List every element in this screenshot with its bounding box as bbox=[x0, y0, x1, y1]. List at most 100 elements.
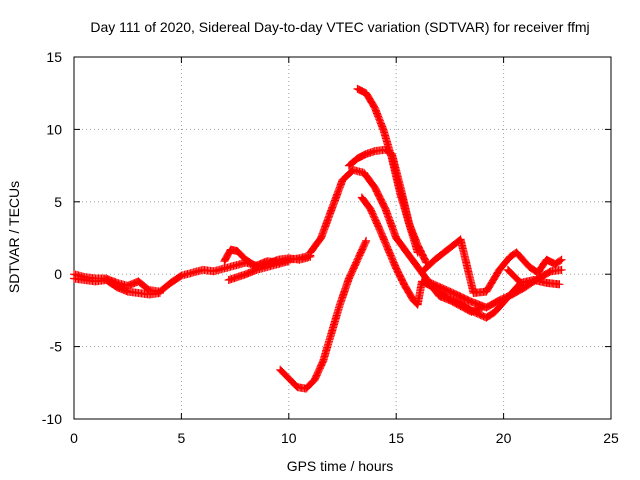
data-point bbox=[545, 259, 548, 261]
data-point bbox=[223, 260, 225, 262]
data-point bbox=[545, 282, 548, 284]
data-point bbox=[408, 222, 410, 225]
data-point bbox=[378, 227, 380, 229]
data-point bbox=[116, 286, 118, 288]
series-layer bbox=[70, 84, 566, 393]
data-point bbox=[421, 280, 423, 283]
data-point bbox=[447, 248, 449, 251]
data-point bbox=[309, 251, 311, 254]
data-point bbox=[438, 292, 440, 294]
data-point bbox=[528, 266, 530, 268]
data-point bbox=[356, 259, 359, 261]
data-point bbox=[533, 279, 535, 281]
data-point bbox=[84, 279, 86, 281]
data-point bbox=[116, 282, 118, 284]
plot-frame bbox=[73, 56, 612, 420]
data-point bbox=[361, 196, 363, 199]
data-point bbox=[180, 275, 182, 277]
data-point bbox=[127, 290, 129, 293]
data-point bbox=[412, 299, 414, 301]
data-point bbox=[485, 290, 488, 293]
data-point bbox=[73, 277, 75, 280]
data-point bbox=[348, 165, 350, 167]
data-point bbox=[460, 238, 462, 241]
data-point bbox=[387, 247, 389, 249]
data-point bbox=[348, 277, 350, 280]
y-tick-label: 10 bbox=[46, 121, 62, 137]
data-point bbox=[447, 296, 449, 298]
data-point bbox=[296, 386, 298, 388]
data-point bbox=[228, 279, 230, 281]
data-point bbox=[305, 387, 307, 390]
data-point bbox=[213, 270, 215, 272]
data-point bbox=[309, 256, 311, 258]
x-axis-ticks: 0 5 10 15 20 25 bbox=[70, 57, 619, 446]
data-point bbox=[234, 264, 236, 267]
data-point bbox=[391, 157, 393, 159]
chart-title: Day 111 of 2020, Sidereal Day-to-day VTE… bbox=[90, 19, 589, 35]
data-point bbox=[509, 256, 511, 258]
data-point bbox=[137, 292, 140, 294]
data-point bbox=[560, 259, 563, 261]
data-point bbox=[423, 269, 425, 271]
data-point bbox=[266, 266, 268, 268]
data-point bbox=[515, 251, 518, 254]
data-point bbox=[406, 251, 408, 254]
x-axis-label: GPS time / hours bbox=[287, 458, 394, 474]
data-point bbox=[558, 283, 561, 285]
series-track-dip bbox=[276, 236, 371, 393]
data-point bbox=[365, 92, 367, 94]
data-point bbox=[369, 208, 372, 210]
data-point bbox=[170, 282, 172, 284]
data-point bbox=[236, 276, 238, 278]
data-point bbox=[365, 153, 367, 155]
data-point bbox=[374, 107, 376, 109]
data-point bbox=[485, 306, 488, 309]
data-point bbox=[277, 263, 279, 265]
data-point bbox=[363, 172, 365, 174]
data-point bbox=[202, 269, 204, 271]
data-point bbox=[550, 270, 552, 272]
data-point bbox=[498, 299, 500, 301]
x-tick-label: 15 bbox=[388, 430, 404, 446]
data-point bbox=[374, 150, 376, 152]
data-point bbox=[148, 293, 150, 296]
data-point bbox=[472, 311, 475, 313]
data-point bbox=[425, 262, 427, 264]
data-point bbox=[560, 269, 563, 271]
data-point bbox=[236, 250, 238, 252]
data-point bbox=[223, 267, 225, 270]
data-point bbox=[494, 311, 496, 313]
series-track-late-1 bbox=[420, 235, 566, 297]
data-point bbox=[460, 302, 462, 304]
data-point bbox=[520, 282, 522, 284]
x-tick-label: 5 bbox=[178, 430, 186, 446]
series-track-quiet-early-2 bbox=[70, 274, 164, 299]
data-point bbox=[417, 266, 419, 268]
series-track-descend bbox=[357, 193, 525, 322]
data-point bbox=[105, 279, 107, 281]
data-point bbox=[230, 248, 232, 251]
data-point bbox=[417, 244, 419, 246]
data-point bbox=[279, 369, 281, 371]
series-track-high-start bbox=[353, 84, 431, 267]
data-point bbox=[434, 259, 436, 261]
data-point bbox=[395, 237, 397, 239]
data-point bbox=[298, 259, 301, 261]
data-point bbox=[537, 272, 539, 274]
y-tick-label: -5 bbox=[50, 339, 63, 355]
y-axis-ticks: -10 -5 0 5 10 15 bbox=[42, 49, 611, 427]
data-point bbox=[442, 288, 445, 290]
data-point bbox=[137, 280, 140, 283]
y-tick-label: -10 bbox=[42, 411, 62, 427]
data-point bbox=[277, 259, 279, 261]
data-point bbox=[331, 208, 333, 210]
data-point bbox=[365, 240, 367, 242]
data-point bbox=[404, 285, 406, 287]
data-point bbox=[417, 304, 419, 306]
y-tick-label: 5 bbox=[54, 194, 62, 210]
x-tick-label: 10 bbox=[281, 430, 297, 446]
x-tick-label: 20 bbox=[496, 430, 512, 446]
data-point bbox=[313, 379, 316, 381]
